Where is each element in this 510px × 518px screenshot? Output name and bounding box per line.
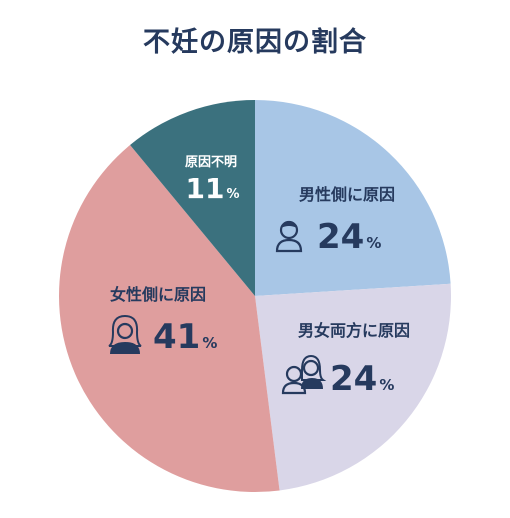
slice-label: 男女両方に原因: [298, 321, 410, 340]
slice-unit: %: [202, 334, 217, 352]
man-icon: [275, 220, 303, 253]
pie-slice: [59, 144, 280, 492]
pie-slice: [255, 100, 451, 296]
slice-value: 24: [330, 359, 377, 399]
pie-slice: [130, 100, 255, 296]
slice-value: 11: [186, 172, 225, 205]
slice-label: 原因不明: [185, 155, 237, 170]
chart-title: 不妊の原因の割合: [143, 27, 367, 58]
couple-icon: [281, 354, 327, 395]
slice-value: 41: [153, 317, 200, 357]
pie-slice: [255, 283, 451, 491]
slice-unit: %: [366, 234, 381, 252]
woman-icon: [108, 314, 142, 354]
slice-label: 女性側に原因: [110, 285, 206, 304]
slice-unit: %: [379, 376, 394, 394]
slice-unit: %: [226, 187, 239, 202]
slice-value: 24: [317, 217, 364, 257]
slice-label: 男性側に原因: [299, 185, 395, 204]
